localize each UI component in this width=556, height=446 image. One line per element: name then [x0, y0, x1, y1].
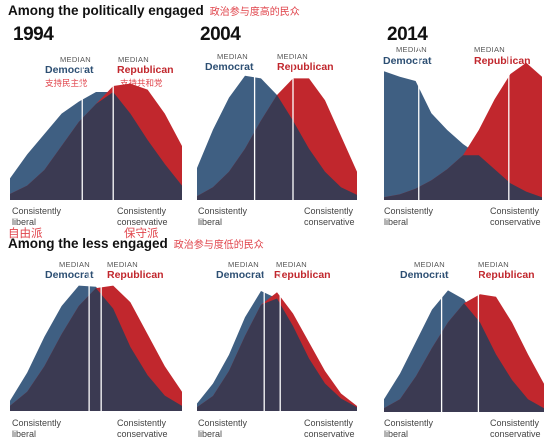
axis-label-right: Consistently conservative	[304, 418, 355, 439]
chart-2004-less	[197, 272, 357, 411]
section-title-less-engaged: Among the less engaged 政治参与度低的民众	[8, 236, 264, 251]
democrat-label: Democrat	[45, 269, 94, 281]
section-title-text: Among the less engaged	[8, 236, 168, 251]
republican-label-cn: 支持共和党	[120, 78, 163, 88]
overlap-area	[197, 95, 357, 200]
democrat-area	[384, 71, 542, 200]
democrat-label: Democrat	[205, 61, 254, 73]
overlap-area	[10, 92, 182, 200]
overlap-area	[384, 155, 542, 200]
section-title-text: Among the politically engaged	[8, 3, 204, 18]
republican-label: Republican	[107, 269, 164, 281]
republican-label: Republican	[478, 269, 535, 281]
axis-label-left: Consistently liberal	[384, 206, 434, 227]
median-label-dem: MEDIAN	[217, 52, 248, 61]
republican-label: Republican	[474, 55, 531, 67]
axis-label-right: Consistently conservative	[304, 206, 355, 227]
axis-label-right: Consistently conservative	[490, 206, 541, 227]
median-label-dem: MEDIAN	[60, 55, 91, 64]
democrat-label-cn: 支持民主党	[45, 78, 88, 88]
median-label-dem: MEDIAN	[396, 45, 427, 54]
median-label-dem: MEDIAN	[414, 260, 445, 269]
year-label-1994: 1994	[13, 24, 54, 45]
axis-label-left: Consistently liberal	[384, 418, 434, 439]
median-label-rep: MEDIAN	[474, 45, 505, 54]
median-label-rep: MEDIAN	[107, 260, 138, 269]
axis-label-left: Consistently liberal	[198, 418, 248, 439]
axis-label-right: Consistently conservative	[117, 206, 168, 227]
median-label-rep: MEDIAN	[276, 260, 307, 269]
republican-label: Republican	[274, 269, 331, 281]
median-label-rep: MEDIAN	[277, 52, 308, 61]
median-label-rep: MEDIAN	[118, 55, 149, 64]
democrat-label: Democrat	[216, 269, 265, 281]
section-title-cn: 政治参与度高的民众	[209, 7, 300, 18]
axis-label-left: Consistently liberal	[198, 206, 248, 227]
axis-label-right: Consistently conservative	[490, 418, 541, 439]
median-label-dem: MEDIAN	[228, 260, 259, 269]
overlap-area	[384, 303, 544, 412]
axis-label-right-cn: 保守派	[124, 228, 159, 240]
overlap-area	[197, 298, 357, 411]
democrat-label: Democrat	[400, 269, 449, 281]
republican-area	[384, 62, 542, 200]
axis-label-left: Consistently liberal	[12, 206, 62, 227]
overlap-area	[10, 288, 182, 411]
chart-2014-less	[384, 270, 544, 412]
chart-2014-engaged	[384, 46, 542, 200]
median-label-rep: MEDIAN	[478, 260, 509, 269]
chart-1994-engaged	[10, 66, 182, 200]
democrat-label: Democrat	[45, 64, 94, 76]
axis-label-right: Consistently conservative	[117, 418, 168, 439]
section-title-engaged: Among the politically engaged 政治参与度高的民众	[8, 3, 300, 18]
republican-label: Republican	[277, 61, 334, 73]
axis-label-left: Consistently liberal	[12, 418, 62, 439]
year-label-2004: 2004	[200, 24, 241, 45]
year-label-2014: 2014	[387, 24, 428, 45]
axis-label-left-cn: 自由派	[8, 228, 43, 240]
chart-1994-less	[10, 269, 182, 411]
section-title-cn: 政治参与度低的民众	[173, 240, 264, 251]
republican-label: Republican	[117, 64, 174, 76]
chart-2004-engaged	[197, 58, 357, 200]
median-label-dem: MEDIAN	[59, 260, 90, 269]
